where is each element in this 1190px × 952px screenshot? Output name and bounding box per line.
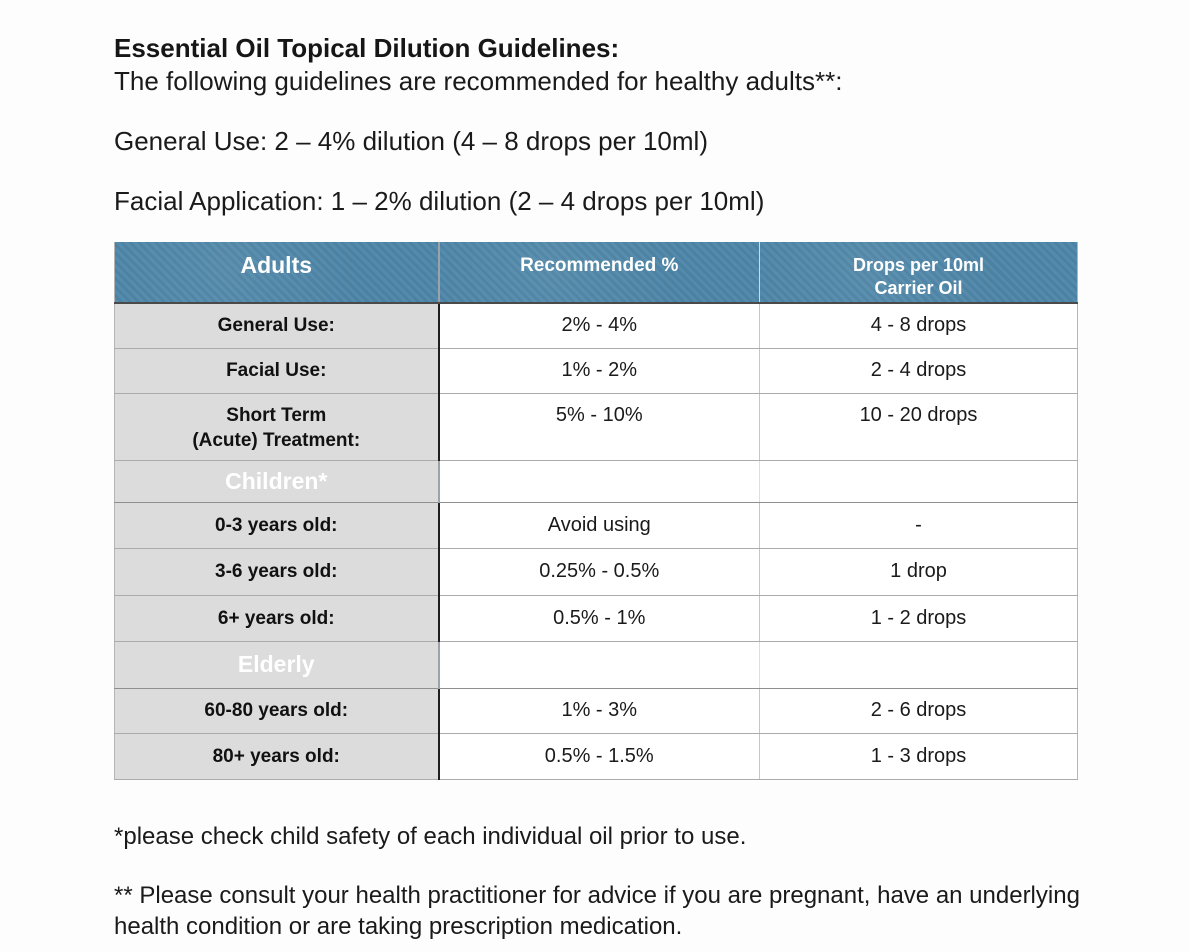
cell-drops: 10 - 20 drops — [759, 393, 1078, 461]
section-spacer-cell — [438, 459, 760, 503]
cell-recommended-percent: 0.25% - 0.5% — [438, 548, 760, 596]
cell-age-group: General Use: — [114, 303, 440, 349]
cell-recommended-percent: 1% - 3% — [438, 688, 760, 734]
footnote-child-safety: *please check child safety of each indiv… — [114, 822, 747, 850]
row-facial-use: Facial Use: 1% - 2% 2 - 4 drops — [114, 348, 1078, 394]
row-short-term-treatment: Short Term (Acute) Treatment: 5% - 10% 1… — [114, 393, 1078, 461]
cell-drops: 4 - 8 drops — [759, 303, 1078, 349]
dilution-guidelines-table: Adults Recommended % Drops per 10ml Carr… — [114, 242, 1078, 780]
section-row-elderly: Elderly — [114, 640, 1078, 689]
cell-drops: 2 - 6 drops — [759, 688, 1078, 734]
header-drops-per-10ml: Drops per 10ml Carrier Oil — [759, 242, 1078, 304]
cell-recommended-percent: 5% - 10% — [438, 393, 760, 461]
intro-line: The following guidelines are recommended… — [114, 66, 843, 96]
table-header-row: Adults Recommended % Drops per 10ml Carr… — [114, 242, 1078, 304]
section-spacer-cell — [759, 459, 1078, 503]
row-80-plus-years: 80+ years old: 0.5% - 1.5% 1 - 3 drops — [114, 733, 1078, 780]
section-row-children: Children* — [114, 459, 1078, 503]
general-use-guideline: General Use: 2 – 4% dilution (4 – 8 drop… — [114, 126, 708, 156]
cell-drops: 1 - 3 drops — [759, 733, 1078, 780]
cell-drops: - — [759, 502, 1078, 549]
facial-application-guideline: Facial Application: 1 – 2% dilution (2 –… — [114, 186, 765, 216]
section-title-children: Children* — [114, 459, 440, 503]
row-0-3-years: 0-3 years old: Avoid using - — [114, 502, 1078, 549]
cell-recommended-percent: Avoid using — [438, 502, 760, 549]
cell-age-group: Facial Use: — [114, 348, 440, 394]
cell-age-group: Short Term (Acute) Treatment: — [114, 393, 440, 461]
cell-age-group: 80+ years old: — [114, 733, 440, 780]
row-6-plus-years: 6+ years old: 0.5% - 1% 1 - 2 drops — [114, 595, 1078, 642]
cell-recommended-percent: 0.5% - 1.5% — [438, 733, 760, 780]
cell-age-group: 6+ years old: — [114, 595, 440, 642]
header-adults: Adults — [114, 242, 440, 304]
row-3-6-years: 3-6 years old: 0.25% - 0.5% 1 drop — [114, 548, 1078, 596]
footnote-health-practitioner: ** Please consult your health practition… — [114, 881, 1080, 940]
cell-drops: 2 - 4 drops — [759, 348, 1078, 394]
cell-recommended-percent: 0.5% - 1% — [438, 595, 760, 642]
section-spacer-cell — [438, 640, 760, 689]
cell-recommended-percent: 1% - 2% — [438, 348, 760, 394]
section-spacer-cell — [759, 640, 1078, 689]
cell-drops: 1 drop — [759, 548, 1078, 596]
cell-drops: 1 - 2 drops — [759, 595, 1078, 642]
cell-recommended-percent: 2% - 4% — [438, 303, 760, 349]
row-general-use: General Use: 2% - 4% 4 - 8 drops — [114, 303, 1078, 349]
page-title: Essential Oil Topical Dilution Guideline… — [114, 33, 620, 63]
cell-age-group: 0-3 years old: — [114, 502, 440, 549]
row-60-80-years: 60-80 years old: 1% - 3% 2 - 6 drops — [114, 688, 1078, 734]
cell-age-group: 60-80 years old: — [114, 688, 440, 734]
header-recommended-percent: Recommended % — [438, 242, 760, 304]
cell-age-group: 3-6 years old: — [114, 548, 440, 596]
section-title-elderly: Elderly — [114, 640, 440, 689]
